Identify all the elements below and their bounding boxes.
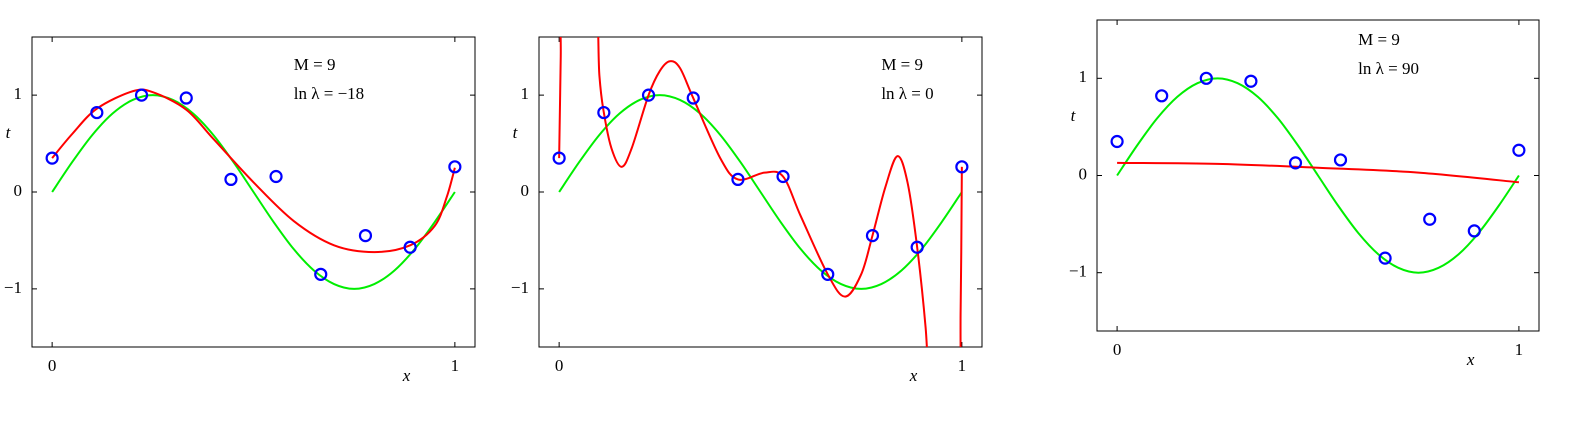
data-point [865,228,880,243]
curve [558,94,963,290]
data-point [403,240,417,254]
y-tick-label: −1 [511,278,529,297]
data-point [1155,89,1169,103]
annotation: ln λ = 90 [1358,59,1419,78]
data-point [686,91,700,105]
data-point [179,91,193,105]
curve [51,94,456,290]
x-tick-label: 0 [555,356,564,375]
y-tick-label: 1 [1079,67,1088,86]
data-point [821,267,835,281]
plot-area [558,37,963,347]
y-tick-label: 1 [14,84,23,103]
y-axis-label: t [513,123,519,142]
annotation: M = 9 [1358,30,1400,49]
data-point [1199,71,1213,85]
data-point [90,105,104,120]
data-point [1110,134,1124,149]
plot-area [51,88,456,290]
chart: −1 0 1 0 1 x t M = 9 ln λ = 0 [511,36,983,385]
data-point [314,267,328,281]
curve [1116,77,1520,274]
curve [51,88,456,254]
data-point [641,88,656,102]
y-tick-label: 0 [14,181,23,200]
data-point [776,169,790,184]
curve [558,37,963,347]
x-axis-label: x [1466,350,1475,369]
x-tick-label: 0 [48,356,57,375]
data-point [731,172,745,187]
data-point [358,228,373,243]
data-point [1467,224,1481,238]
y-axis-label: t [6,123,12,142]
annotation: ln λ = 0 [881,84,933,103]
data-point [1512,143,1526,157]
x-tick-label: 1 [958,356,967,375]
x-axis-label: x [909,366,918,385]
data-point [552,151,566,165]
data-point [597,105,611,120]
data-point [134,88,149,102]
data-point [1288,156,1303,170]
chart: −1 0 1 0 1 x t M = 9 ln λ = −18 [4,36,476,385]
data-point [910,240,924,254]
data-point [224,172,238,187]
x-tick-label: 1 [1515,340,1524,359]
chart: −1 0 1 0 1 x t M = 9 ln λ = 90 [1069,19,1540,369]
y-tick-label: 0 [521,181,530,200]
annotation: M = 9 [881,55,923,74]
plot-area [1116,77,1520,274]
y-tick-label: −1 [1069,262,1087,281]
curve [1117,161,1520,184]
annotation: M = 9 [294,55,336,74]
data-point [1333,153,1348,167]
data-point [1423,212,1437,226]
data-point [1378,251,1392,265]
data-point [45,151,59,165]
x-tick-label: 0 [1113,340,1122,359]
data-point [448,160,462,174]
x-axis-label: x [402,366,411,385]
x-tick-label: 1 [451,356,460,375]
data-point [1244,74,1258,88]
data-point [269,169,283,184]
y-tick-label: 0 [1079,164,1088,183]
data-point [955,160,969,174]
y-tick-label: −1 [4,278,22,297]
y-tick-label: 1 [521,84,530,103]
y-axis-label: t [1071,106,1077,125]
annotation: ln λ = −18 [294,84,364,103]
